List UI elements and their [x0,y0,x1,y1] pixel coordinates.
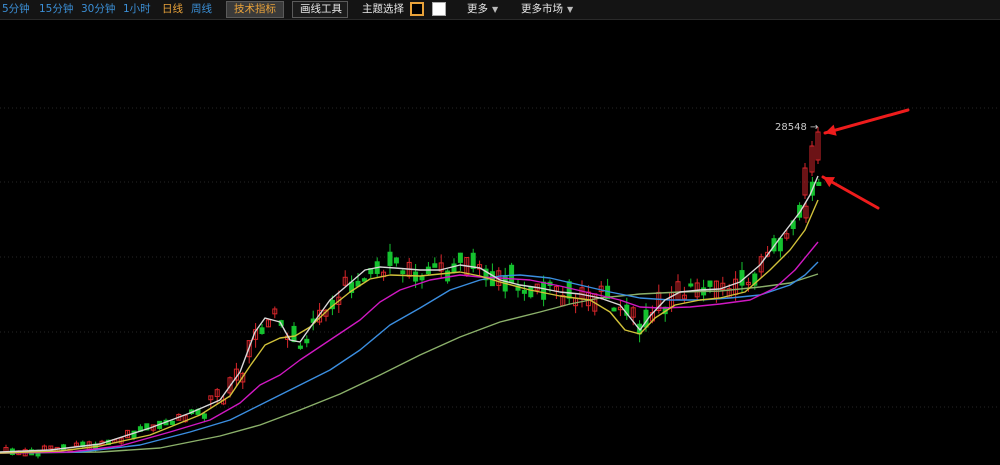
annotation-arrow-bottom-head [823,177,835,188]
timeframe-5min[interactable]: 5分钟 [2,3,30,15]
candle-up [336,296,342,305]
last-price-label: 28548 → [775,122,818,134]
more-markets-label: 更多市场 [521,3,563,15]
more-dropdown[interactable]: 更多 ▼ [467,3,498,16]
candle-down [144,423,150,431]
candle-down [445,270,451,282]
timeframe-15min[interactable]: 15分钟 [39,3,74,15]
candle-down [470,252,476,269]
more-markets-dropdown[interactable]: 更多市场 ▼ [521,3,573,16]
candle-down [771,238,777,252]
candle-down [566,281,572,299]
candle-down [61,444,67,451]
annotation-arrow-top-head [825,124,837,136]
theme-select-label: 主题选择 [362,3,404,15]
candle-up [272,308,278,315]
annotation-arrow-top [823,108,910,135]
candle-up [246,340,252,358]
candle-up [784,233,790,239]
candle-down [304,338,310,344]
candle-down [169,420,175,425]
candle-up [227,377,233,394]
candle-up [240,372,246,383]
chevron-down-icon: ▼ [567,5,574,14]
candle-down [419,275,425,281]
candle-down [393,257,399,264]
timeframe-daily[interactable]: 日线 [162,3,183,15]
candle-up [208,395,214,401]
candle-up [342,276,348,286]
candle-up [681,294,687,300]
candle-down [509,264,515,283]
candle-up [438,262,444,272]
candle-up [815,131,821,161]
candle-down [400,270,406,275]
candle-up [265,319,271,328]
ma-line-magenta [0,241,819,454]
candle-down [688,283,694,287]
candle-up [809,145,815,173]
candle-up [745,281,751,286]
arrow-right-icon: → [810,122,819,133]
ma-line-white [0,175,819,453]
candle-down [297,345,303,349]
candle-up [765,251,771,257]
drawing-tools-button[interactable]: 画线工具 [292,1,348,18]
last-price-value: 28548 [775,122,807,133]
candle-down [739,270,745,286]
candle-down [528,286,534,298]
ma-line-green [0,273,819,454]
theme-dark-swatch[interactable] [410,2,424,16]
candle-up [803,205,809,219]
candle-down [816,181,822,186]
candle-up [758,256,764,273]
candle-down [291,325,297,343]
candle-down [201,413,207,419]
candle-up [214,389,220,398]
theme-light-swatch[interactable] [432,2,446,16]
candle-down [361,278,367,282]
candle-up [720,282,726,291]
candle-down [707,280,713,287]
timeframe-30min[interactable]: 30分钟 [81,3,116,15]
ma-line-yellow [0,199,819,454]
candle-up [48,445,54,450]
candle-down [432,263,438,268]
candle-down [457,252,463,263]
toolbar: 5分钟 15分钟 30分钟 1小时 日线 周线 技术指标 画线工具 主题选择 更… [0,0,1000,20]
candlestick-chart[interactable] [0,20,1000,465]
candle-down [752,273,758,286]
chevron-down-icon: ▼ [492,5,499,14]
candle-down [521,289,527,294]
candle-up [73,442,79,447]
candle-down [259,327,265,334]
technical-indicators-button[interactable]: 技术指标 [226,1,284,18]
candle-down [451,263,457,273]
timeframe-weekly[interactable]: 周线 [191,3,212,15]
candle-down [611,307,617,312]
timeframe-1hour[interactable]: 1小时 [123,3,151,15]
candle-down [541,281,547,300]
candle-up [802,167,808,196]
candle-down [387,251,393,266]
candle-up [477,264,483,270]
candle-down [483,268,489,281]
candle-up [630,307,636,318]
more-label: 更多 [467,3,488,15]
